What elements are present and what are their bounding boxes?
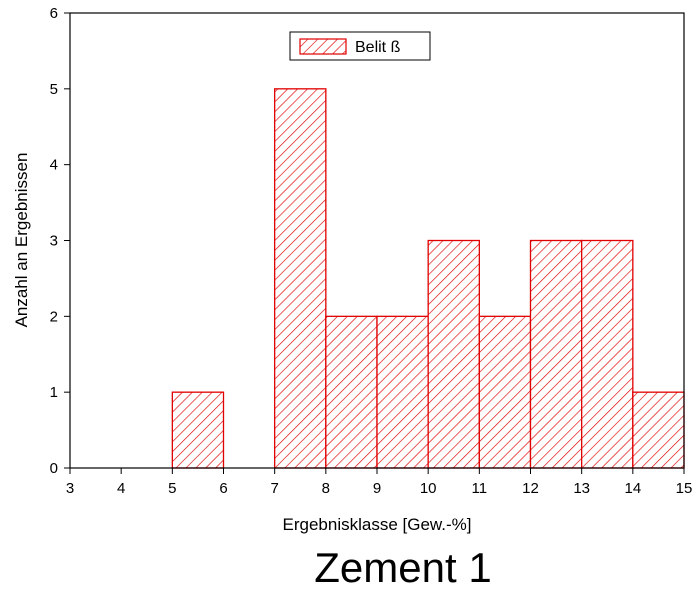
x-tick-label: 14	[624, 480, 641, 497]
x-tick-label: 7	[270, 480, 278, 497]
histogram-bar-11-12	[478, 315, 532, 469]
y-tick-label: 4	[50, 157, 58, 174]
y-tick-label: 1	[50, 384, 58, 401]
legend-label: Belit ß	[355, 39, 401, 56]
chart-caption: Zement 1	[314, 544, 491, 590]
histogram-bar-8-9	[325, 315, 378, 469]
histogram-bar-12-13	[529, 239, 583, 469]
y-tick-label: 3	[50, 233, 58, 250]
y-axis-label: Anzahl an Ergebnissen	[12, 153, 31, 328]
histogram-bar-9-10	[376, 315, 429, 469]
x-tick-label: 11	[472, 480, 488, 497]
x-axis: 3 4 5 6 7 8 9 10 11 12 13 14 15	[66, 468, 693, 497]
y-tick-label: 0	[50, 460, 58, 477]
x-tick-label: 9	[373, 480, 381, 497]
x-tick-label: 13	[573, 480, 590, 497]
x-tick-label: 6	[219, 480, 227, 497]
x-tick-label: 12	[522, 480, 539, 497]
x-tick-label: 15	[676, 480, 693, 497]
x-tick-label: 4	[117, 480, 125, 497]
x-tick-label: 5	[168, 480, 176, 497]
legend-swatch	[299, 38, 347, 55]
histogram-bar-13-14	[581, 239, 634, 469]
histogram-bar-5-6	[171, 391, 225, 469]
legend: Belit ß	[289, 31, 431, 61]
bars-group	[171, 88, 685, 469]
x-tick-label: 3	[66, 480, 74, 497]
y-axis: 0 1 2 3 4 5 6	[50, 5, 70, 477]
histogram-bar-7-8	[274, 88, 327, 469]
y-tick-label: 2	[50, 308, 58, 325]
x-tick-label: 10	[420, 480, 437, 497]
y-tick-label: 5	[50, 81, 58, 98]
histogram-bar-10-11	[427, 239, 480, 469]
histogram-bar-14-15	[632, 391, 685, 469]
y-tick-label: 6	[50, 5, 58, 22]
x-tick-label: 8	[322, 480, 330, 497]
x-axis-label: Ergebnisklasse [Gew.-%]	[283, 515, 472, 534]
